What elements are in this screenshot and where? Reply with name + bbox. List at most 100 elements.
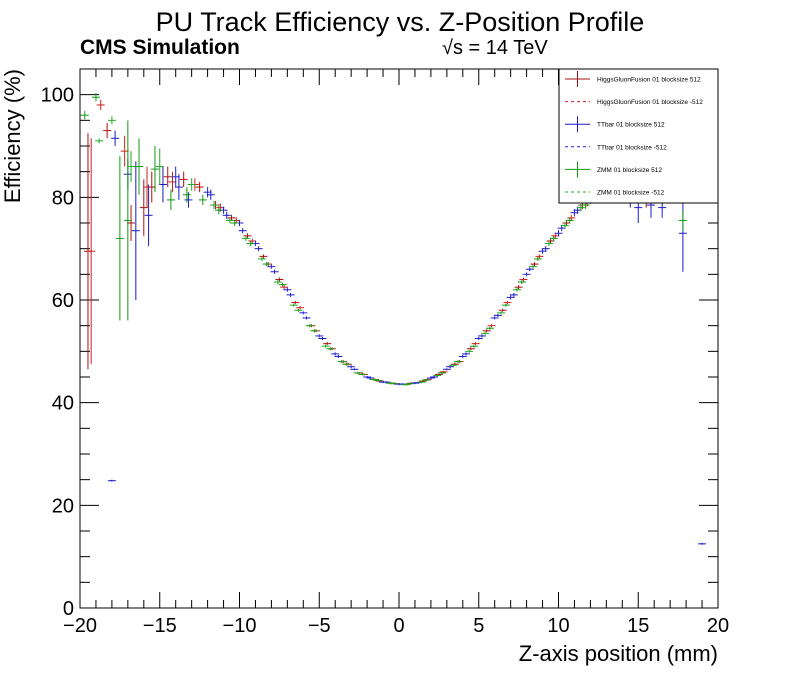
data-point bbox=[560, 222, 569, 229]
data-point bbox=[187, 178, 196, 191]
legend-entry: TTbar 01 blocksize 512 bbox=[565, 116, 665, 133]
y-tick-label: 0 bbox=[63, 598, 74, 620]
data-point bbox=[498, 308, 507, 312]
data-point bbox=[278, 282, 287, 287]
data-point bbox=[111, 130, 120, 146]
data-point bbox=[503, 301, 512, 305]
data-point bbox=[203, 187, 212, 198]
legend-label: TTbar 01 blocksize -512 bbox=[597, 144, 667, 151]
data-point bbox=[501, 303, 510, 307]
data-point bbox=[135, 138, 144, 195]
data-point bbox=[214, 206, 223, 215]
x-tick-label: −10 bbox=[223, 615, 257, 637]
data-point bbox=[131, 161, 140, 300]
data-point bbox=[155, 148, 164, 185]
data-point bbox=[143, 166, 151, 208]
series-4 bbox=[171, 166, 595, 386]
plot-area: −20 −15 −10 −5 0 5 10 15 20 0 20 40 60 80 100 bbox=[41, 68, 729, 637]
data-point bbox=[305, 324, 314, 328]
data-point bbox=[107, 116, 116, 125]
data-point bbox=[576, 204, 585, 212]
data-point bbox=[289, 303, 298, 307]
data-point bbox=[678, 210, 687, 231]
data-point bbox=[369, 378, 378, 381]
data-point bbox=[350, 368, 359, 371]
data-point bbox=[522, 272, 531, 277]
data-point bbox=[326, 347, 335, 351]
data-point bbox=[243, 233, 252, 239]
data-point bbox=[570, 209, 579, 217]
data-point bbox=[222, 211, 231, 219]
data-point bbox=[449, 363, 458, 367]
legend-entries: HiggsGluonFusion 01 blocksize 512 HiggsGl… bbox=[565, 71, 703, 197]
data-point bbox=[417, 381, 426, 384]
y-tick-label: 60 bbox=[52, 290, 74, 312]
data-point bbox=[471, 342, 480, 346]
data-point bbox=[174, 174, 183, 200]
series-3 bbox=[107, 130, 707, 545]
legend-entry: ZMM 01 blocksize 512 bbox=[565, 161, 662, 178]
data-point bbox=[139, 179, 148, 236]
x-axis-label: Z-axis position (mm) bbox=[519, 641, 718, 666]
y-axis-label: Efficiency (%) bbox=[0, 69, 25, 203]
data-point bbox=[519, 277, 528, 282]
data-point bbox=[150, 146, 159, 193]
data-point bbox=[466, 347, 475, 351]
x-tick-label: 5 bbox=[473, 615, 484, 637]
data-point bbox=[227, 214, 236, 221]
data-point bbox=[406, 382, 415, 385]
data-point bbox=[544, 240, 553, 247]
data-point bbox=[337, 360, 346, 364]
data-point bbox=[254, 246, 263, 252]
data-point bbox=[353, 371, 362, 374]
data-point bbox=[127, 205, 136, 241]
data-point bbox=[426, 377, 435, 380]
data-point bbox=[323, 342, 332, 346]
data-point bbox=[562, 219, 571, 227]
x-tick-label: −5 bbox=[308, 615, 331, 637]
data-point bbox=[120, 135, 129, 167]
data-point bbox=[554, 230, 563, 237]
data-point bbox=[465, 349, 474, 353]
data-point bbox=[342, 362, 351, 366]
x-tick-label: 20 bbox=[707, 615, 729, 637]
data-point bbox=[96, 99, 105, 111]
data-point bbox=[490, 316, 499, 320]
data-point bbox=[493, 313, 502, 317]
chart-title: PU Track Efficiency vs. Z-Position Profi… bbox=[156, 7, 645, 37]
data-point bbox=[433, 374, 442, 377]
data-point bbox=[530, 262, 539, 267]
data-point bbox=[257, 256, 266, 261]
data-point bbox=[80, 111, 89, 120]
data-point bbox=[557, 225, 566, 232]
data-point bbox=[442, 368, 451, 371]
data-point bbox=[158, 166, 167, 203]
data-point bbox=[107, 479, 116, 482]
x-tick-label: −20 bbox=[63, 615, 97, 637]
x-axis-ticks: −20 −15 −10 −5 0 5 10 15 20 bbox=[63, 69, 729, 637]
legend-label: HiggsGluonFusion 01 blocksize -512 bbox=[597, 99, 703, 106]
data-point bbox=[115, 156, 124, 321]
data-point bbox=[273, 279, 282, 285]
data-point bbox=[446, 365, 455, 369]
data-point bbox=[259, 254, 268, 259]
data-point bbox=[179, 171, 188, 188]
data-point bbox=[280, 285, 289, 290]
data-point bbox=[497, 311, 506, 315]
x-tick-label: −15 bbox=[143, 615, 177, 637]
data-point bbox=[551, 233, 560, 239]
data-point bbox=[286, 292, 295, 297]
data-point bbox=[395, 383, 403, 386]
data-point bbox=[315, 334, 324, 338]
x-tick-label: 0 bbox=[393, 615, 404, 637]
data-point bbox=[565, 217, 574, 224]
data-point bbox=[462, 352, 470, 356]
data-point bbox=[698, 542, 707, 545]
data-point bbox=[438, 371, 447, 374]
data-point bbox=[678, 194, 687, 272]
data-point bbox=[195, 181, 204, 193]
legend: HiggsGluonFusion 01 blocksize 512 HiggsGl… bbox=[558, 68, 719, 204]
data-point bbox=[528, 264, 537, 269]
data-point bbox=[168, 171, 177, 193]
data-point bbox=[103, 122, 112, 139]
